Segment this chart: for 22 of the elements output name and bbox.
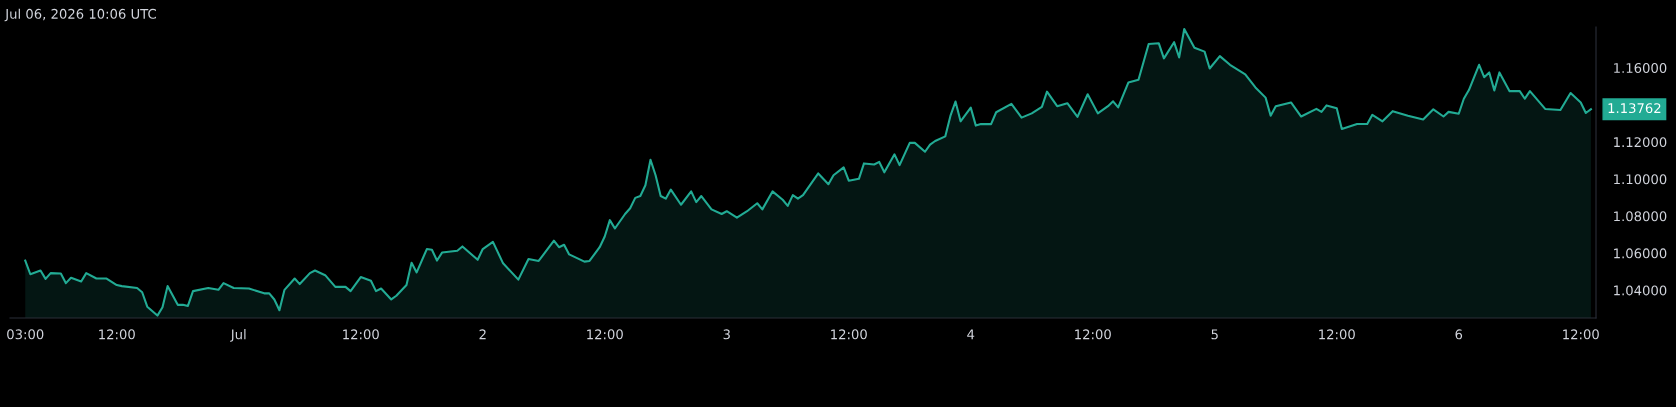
y-tick-label: 1.12000	[1614, 137, 1667, 148]
x-tick-label: 12:00	[1075, 329, 1111, 340]
chart-title: Jul 06, 2026 10:06 UTC	[4, 8, 156, 22]
x-tick-label: 5	[1211, 329, 1218, 340]
x-tick-label: 4	[967, 329, 975, 340]
x-tick-label: 6	[1455, 329, 1463, 340]
y-tick-label: 1.10000	[1614, 174, 1667, 185]
x-tick-label: 2	[479, 329, 486, 340]
x-tick-label: 03:00	[7, 329, 44, 340]
y-tick-label: 1.04000	[1614, 285, 1667, 296]
x-tick-label: 12:00	[587, 329, 623, 340]
x-tick-label: 3	[723, 329, 730, 340]
y-tick-label: 1.16000	[1614, 63, 1667, 73]
x-tick-label: 12:00	[99, 329, 135, 340]
x-tick-label: 12:00	[343, 329, 379, 340]
x-tick-label: 12:00	[831, 329, 867, 340]
x-tick-label: 12:00	[1319, 329, 1355, 340]
y-tick-label: 1.08000	[1614, 211, 1667, 222]
y-tick-label: 1.06000	[1614, 248, 1667, 259]
text: 1.13762	[1608, 103, 1661, 114]
x-tick-label: Jul	[230, 329, 246, 342]
x-tick-label: 12:00	[1563, 329, 1599, 340]
